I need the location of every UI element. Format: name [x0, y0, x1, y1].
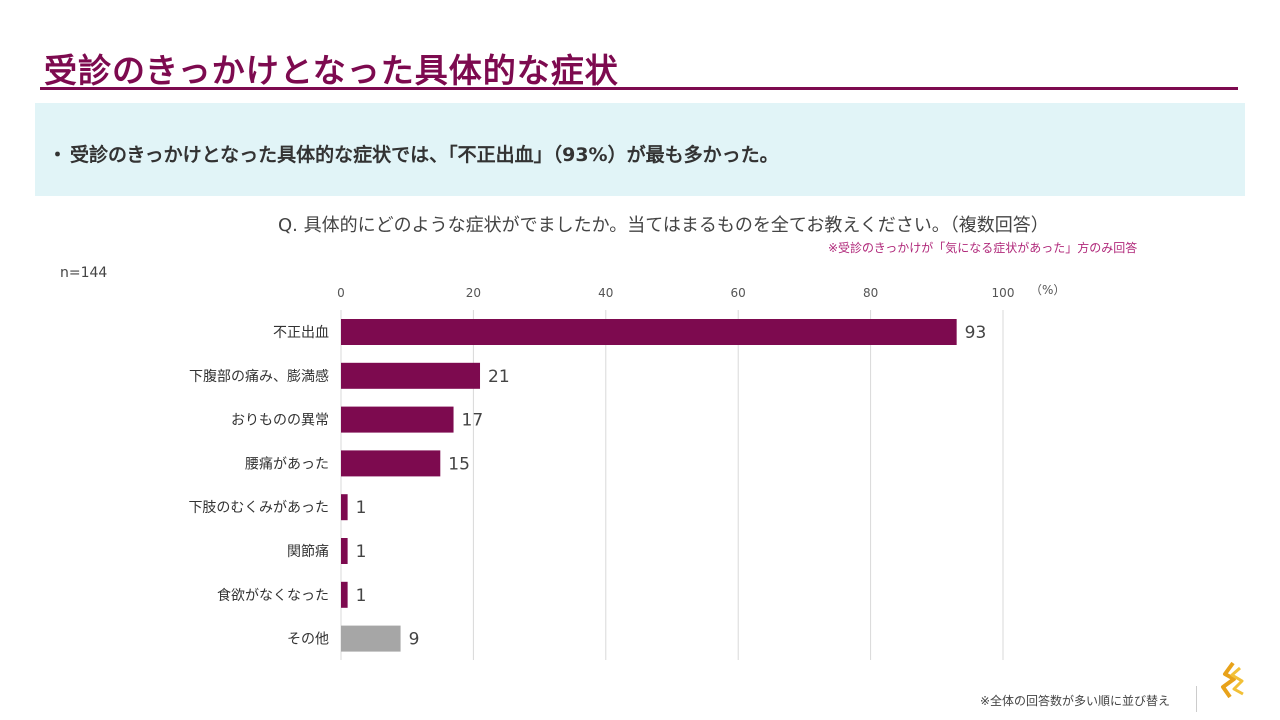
respondent-note: ※受診のきっかけが「気になる症状があった」方のみ回答 — [828, 241, 1138, 255]
x-tick-label: 80 — [863, 286, 878, 300]
category-label: 下肢のむくみがあった — [188, 500, 329, 516]
category-label: 関節痛 — [287, 543, 329, 560]
x-tick-label: 100 — [992, 286, 1015, 300]
data-label: 1 — [356, 498, 367, 518]
summary-text: ・受診のきっかけとなった具体的な症状では、「不正出血」（93%）が最も多かった。 — [48, 140, 779, 167]
bar — [341, 319, 957, 345]
bar — [341, 625, 401, 652]
x-tick-label: 0 — [337, 286, 345, 300]
bar — [341, 362, 481, 389]
data-label: 15 — [448, 454, 470, 474]
company-logo — [1221, 661, 1244, 699]
bars: 不正出血 93 下腹部の痛み、膨満感 21 おりものの異常 17 腰痛があった 15 下肢のむく… — [188, 319, 986, 652]
footer-divider — [1196, 686, 1197, 712]
category-label: その他 — [287, 632, 329, 648]
x-tick-label: 40 — [598, 286, 613, 300]
data-label: 1 — [356, 586, 367, 606]
category-label: 腰痛があった — [245, 455, 329, 472]
sort-note: ※全体の回答数が多い順に並び替え — [980, 694, 1171, 708]
data-label: 1 — [356, 542, 367, 562]
title-underline — [40, 87, 1238, 90]
question-text: Q. 具体的にどのような症状がでましたか。当てはまるものを全てお教えください。（… — [278, 215, 1049, 236]
summary-box — [35, 103, 1245, 196]
gridlines — [340, 310, 1004, 660]
data-label: 21 — [488, 367, 510, 387]
bar — [341, 494, 348, 521]
x-tick-label: 20 — [466, 286, 481, 300]
data-label: 93 — [965, 323, 987, 343]
x-tick-label: 60 — [731, 286, 746, 300]
summary-sentence: 受診のきっかけとなった具体的な症状では、「不正出血」（93%）が最も多かった。 — [70, 144, 779, 166]
category-label: 食欲がなくなった — [217, 587, 329, 604]
bar — [341, 450, 441, 477]
unit-label: （%） — [1030, 283, 1065, 297]
sample-size: n=144 — [60, 265, 108, 281]
x-ticks: 0 20 40 60 80 100 — [337, 286, 1014, 300]
page-title: 受診のきっかけとなった具体的な症状 — [44, 51, 619, 90]
bar — [341, 538, 348, 564]
bar — [341, 581, 348, 608]
data-label: 17 — [462, 411, 484, 431]
data-label: 9 — [409, 630, 420, 650]
category-label: 下腹部の痛み、膨満感 — [189, 368, 329, 385]
bar — [341, 406, 454, 433]
summary-bullet: ・ — [48, 144, 68, 166]
category-label: おりものの異常 — [231, 413, 329, 429]
category-label: 不正出血 — [273, 325, 329, 341]
